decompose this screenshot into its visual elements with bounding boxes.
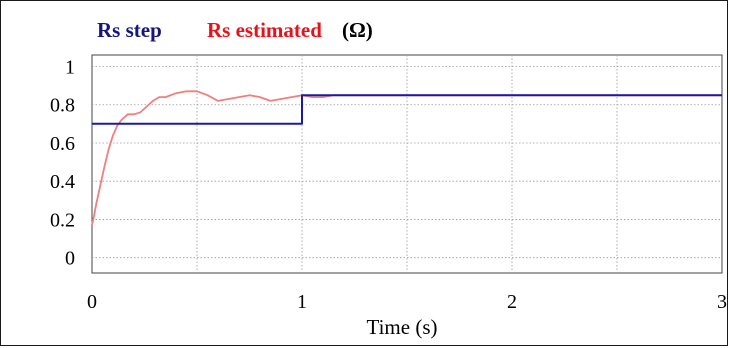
y-tick-label: 0.6 bbox=[50, 133, 75, 155]
x-tick-label: 3 bbox=[717, 291, 727, 313]
x-tick-label: 2 bbox=[507, 291, 517, 313]
x-axis-ticks: 0 1 2 3 bbox=[87, 291, 727, 313]
series-group bbox=[91, 90, 722, 226]
series-line-rs-step bbox=[92, 94, 722, 125]
y-axis-ticks: 0 0.2 0.4 0.6 0.8 1 bbox=[50, 56, 75, 269]
grid bbox=[92, 55, 722, 273]
legend-unit: (Ω) bbox=[342, 18, 373, 42]
y-tick-label: 0.8 bbox=[50, 95, 75, 117]
y-tick-label: 1 bbox=[65, 56, 75, 78]
x-tick-label: 0 bbox=[87, 291, 97, 313]
legend-entry-rs-step: Rs step bbox=[97, 18, 162, 42]
legend: Rs step Rs estimated (Ω) bbox=[97, 18, 373, 42]
x-axis-label: Time (s) bbox=[367, 315, 438, 339]
y-tick-label: 0.4 bbox=[50, 171, 75, 193]
y-tick-label: 0 bbox=[65, 248, 75, 270]
legend-entry-rs-estimated: Rs estimated bbox=[207, 18, 322, 42]
plot-area bbox=[91, 54, 723, 274]
x-tick-label: 1 bbox=[297, 291, 307, 313]
y-tick-label: 0.2 bbox=[50, 209, 75, 231]
